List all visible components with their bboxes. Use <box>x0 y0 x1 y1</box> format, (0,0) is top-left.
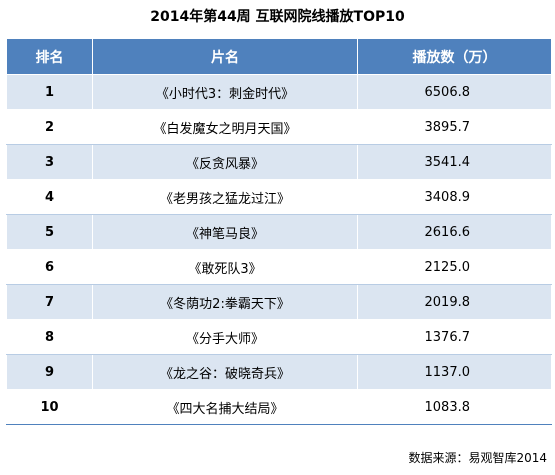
cell-title: 《四大名捕大结局》 <box>92 389 358 425</box>
cell-title: 《龙之谷：破晓奇兵》 <box>92 354 358 390</box>
cell-rank: 6 <box>6 249 93 285</box>
cell-title: 《敢死队3》 <box>92 249 358 285</box>
cell-rank: 1 <box>6 74 93 110</box>
table-row: 8 《分手大师》 1376.7 <box>6 319 552 355</box>
cell-rank: 9 <box>6 354 93 390</box>
table-row: 3 《反贪风暴》 3541.4 <box>6 144 552 180</box>
cell-title: 《分手大师》 <box>92 319 358 355</box>
cell-views-container: 6506.8 <box>357 74 552 110</box>
table-row: 2 《白发魔女之明月天国》 3895.7 <box>6 109 552 145</box>
data-source: 数据来源：易观智库2014 <box>408 451 547 465</box>
cell-views-container: 2616.6 <box>357 214 552 250</box>
table-row: 6 《敢死队3》 2125.0 <box>6 249 552 285</box>
cell-rank: 10 <box>6 389 93 425</box>
table-row: 5 《神笔马良》 2616.6 <box>6 214 552 250</box>
cell-views: 2125.0 <box>424 259 471 275</box>
cell-views-container: 2019.8 <box>357 284 552 320</box>
cell-views-container: 2125.0 <box>357 249 552 285</box>
chart-title: 2014年第44周 互联网院线播放TOP10 <box>150 9 405 25</box>
cell-rank: 3 <box>6 144 93 180</box>
table-row: 10 《四大名捕大结局》 1083.8 <box>6 389 552 425</box>
table-row: 9 《龙之谷：破晓奇兵》 1137.0 <box>6 354 552 390</box>
cell-views: 6506.8 <box>424 84 471 100</box>
cell-views: 3895.7 <box>424 119 471 135</box>
cell-views: 2019.8 <box>424 294 471 310</box>
cell-rank: 4 <box>6 179 93 215</box>
cell-rank: 8 <box>6 319 93 355</box>
cell-views: 1083.8 <box>424 399 471 415</box>
header-title: 片名 <box>92 38 358 75</box>
header-rank: 排名 <box>6 38 93 75</box>
cell-title: 《白发魔女之明月天国》 <box>92 109 358 145</box>
cell-rank: 5 <box>6 214 93 250</box>
cell-views-container: 1083.8 <box>357 389 552 425</box>
cell-views-container: 1137.0 <box>357 354 552 390</box>
cell-views: 3541.4 <box>424 154 471 170</box>
table-row: 7 《冬荫功2:拳霸天下》 2019.8 <box>6 284 552 320</box>
cell-views: 3408.9 <box>424 189 471 205</box>
cell-views: 1137.0 <box>424 364 471 380</box>
header-views: 播放数（万） <box>357 38 552 75</box>
cell-title: 《反贪风暴》 <box>92 144 358 180</box>
cell-rank: 2 <box>6 109 93 145</box>
table-body: 1 《小时代3：刺金时代》 6506.8 2 《白发魔女之明月天国》 3895.7 3 《反贪… <box>6 74 552 425</box>
cell-views-container: 3541.4 <box>357 144 552 180</box>
cell-views-container: 3895.7 <box>357 109 552 145</box>
table-header-row: 排名 片名 播放数（万） <box>6 38 552 75</box>
cell-views: 2616.6 <box>424 224 471 240</box>
cell-rank: 7 <box>6 284 93 320</box>
table-row: 4 《老男孩之猛龙过江》 3408.9 <box>6 179 552 215</box>
cell-views: 1376.7 <box>424 329 471 345</box>
cell-title: 《神笔马良》 <box>92 214 358 250</box>
cell-title: 《老男孩之猛龙过江》 <box>92 179 358 215</box>
table-row: 1 《小时代3：刺金时代》 6506.8 <box>6 74 552 110</box>
ranking-table: 排名 片名 播放数（万） 1 《小时代3：刺金时代》 6506.8 2 《白发魔女之明月… <box>6 38 552 425</box>
cell-title: 《小时代3：刺金时代》 <box>92 74 358 110</box>
cell-views-container: 3408.9 <box>357 179 552 215</box>
cell-views-container: 1376.7 <box>357 319 552 355</box>
cell-title: 《冬荫功2:拳霸天下》 <box>92 284 358 320</box>
